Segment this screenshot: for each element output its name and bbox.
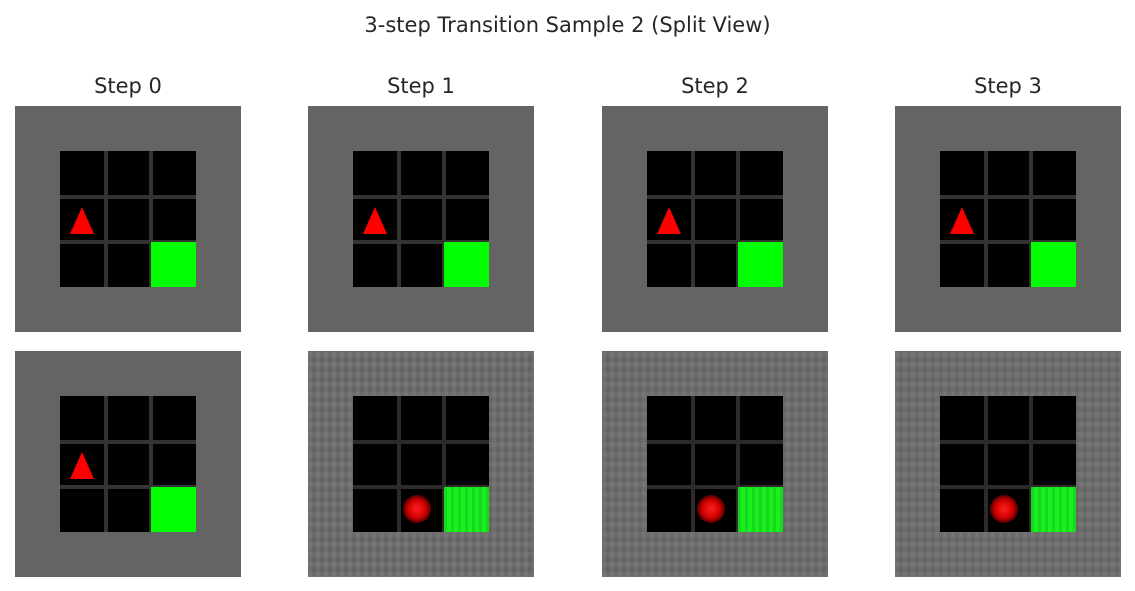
grid-line	[647, 195, 783, 199]
goal-square	[1031, 487, 1076, 532]
grid-line	[736, 151, 740, 287]
panel-row2-step-0	[15, 351, 241, 577]
grid-line	[442, 396, 446, 532]
grid-line	[647, 485, 783, 489]
column-title-step-3: Step 3	[974, 74, 1042, 98]
grid-line	[60, 440, 196, 444]
grid-line	[397, 151, 401, 287]
grid-line	[736, 396, 740, 532]
agent-triangle-icon	[70, 452, 94, 479]
grid-line	[149, 151, 153, 287]
column-title-step-2: Step 2	[681, 74, 749, 98]
panel-row1-step-2	[602, 106, 828, 332]
grid-line	[353, 195, 489, 199]
agent-triangle-icon	[70, 207, 94, 234]
grid-line	[60, 195, 196, 199]
grid-line	[353, 440, 489, 444]
grid-line	[104, 151, 108, 287]
grid-line	[940, 485, 1076, 489]
grid-board	[353, 396, 489, 532]
goal-square	[444, 242, 489, 287]
panel-row1-step-1	[308, 106, 534, 332]
column-title-step-1: Step 1	[387, 74, 455, 98]
grid-board	[60, 396, 196, 532]
grid-line	[397, 396, 401, 532]
grid-line	[1029, 151, 1033, 287]
grid-line	[940, 440, 1076, 444]
column-title-step-0: Step 0	[94, 74, 162, 98]
grid-line	[60, 240, 196, 244]
grid-line	[691, 151, 695, 287]
agent-triangle-icon	[657, 207, 681, 234]
goal-square	[738, 487, 783, 532]
grid-line	[647, 440, 783, 444]
agent-blob-icon	[403, 495, 431, 523]
grid-line	[940, 240, 1076, 244]
goal-square	[738, 242, 783, 287]
goal-square	[1031, 242, 1076, 287]
agent-triangle-icon	[363, 207, 387, 234]
grid-line	[1029, 396, 1033, 532]
grid-board	[647, 151, 783, 287]
grid-line	[984, 396, 988, 532]
grid-board	[940, 151, 1076, 287]
grid-board	[353, 151, 489, 287]
panel-row1-step-3	[895, 106, 1121, 332]
grid-line	[647, 240, 783, 244]
agent-blob-icon	[990, 495, 1018, 523]
panel-row1-step-0	[15, 106, 241, 332]
grid-line	[353, 485, 489, 489]
grid-line	[940, 195, 1076, 199]
panel-row2-step-2	[602, 351, 828, 577]
grid-line	[442, 151, 446, 287]
grid-line	[984, 151, 988, 287]
goal-square	[151, 242, 196, 287]
grid-line	[104, 396, 108, 532]
goal-square	[444, 487, 489, 532]
grid-line	[60, 485, 196, 489]
agent-blob-icon	[697, 495, 725, 523]
grid-line	[353, 240, 489, 244]
grid-board	[940, 396, 1076, 532]
grid-line	[149, 396, 153, 532]
figure-title: 3-step Transition Sample 2 (Split View)	[364, 13, 771, 37]
goal-square	[151, 487, 196, 532]
panel-row2-step-1	[308, 351, 534, 577]
agent-triangle-icon	[950, 207, 974, 234]
grid-board	[647, 396, 783, 532]
panel-row2-step-3	[895, 351, 1121, 577]
grid-board	[60, 151, 196, 287]
grid-line	[691, 396, 695, 532]
